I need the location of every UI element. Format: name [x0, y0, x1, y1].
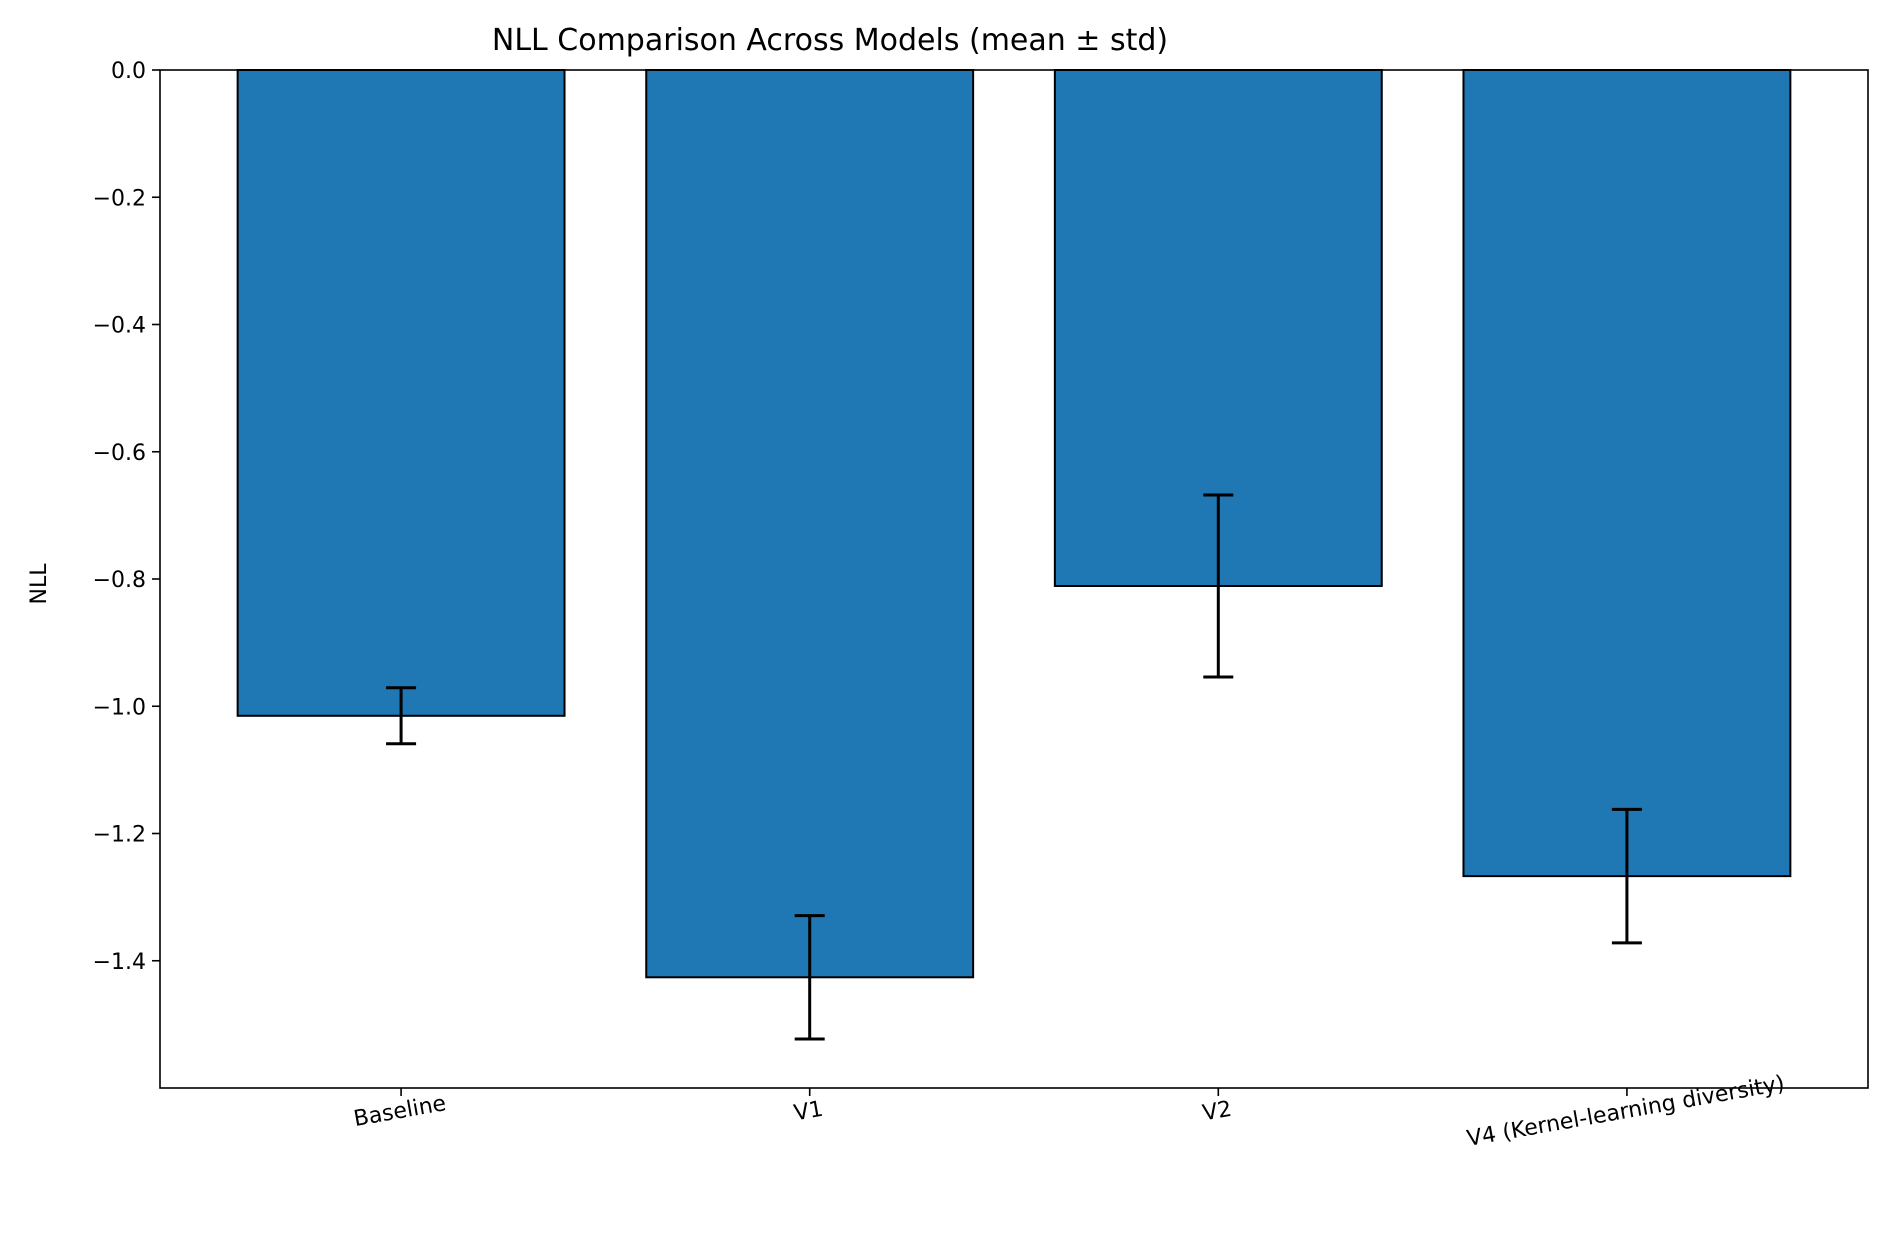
y-tick-label: −1.0 [93, 695, 146, 720]
error-bar [1611, 807, 1642, 945]
bars-layer [236, 69, 1792, 979]
error-bar [794, 914, 825, 1041]
bar [645, 69, 975, 979]
error-bars-layer [386, 493, 1642, 1041]
x-tick-label: Baseline [352, 1091, 448, 1132]
chart-title: NLL Comparison Across Models (mean ± std… [492, 23, 1168, 58]
y-tick-label: −0.2 [93, 186, 146, 211]
x-tick-label: V4 (Kernel-learning diversity) [1465, 1071, 1786, 1152]
y-tick-label: −0.4 [93, 314, 146, 339]
y-axis-ticks: 0.0 −0.2 −0.4 −0.6 −0.8 −1.0 −1.2 −1.4 [93, 59, 160, 975]
y-tick-label: −1.2 [93, 823, 146, 848]
y-tick-label: 0.0 [111, 59, 146, 84]
error-bar [386, 686, 417, 746]
x-axis-ticks: Baseline V1 V2 V4 (Kernel-learning diversit… [352, 1071, 1787, 1152]
y-axis-label: NLL [27, 563, 52, 605]
bar [236, 69, 566, 717]
y-tick-label: −0.8 [93, 568, 146, 593]
y-tick-label: −0.6 [93, 441, 146, 466]
y-tick-label: −1.4 [93, 950, 146, 975]
error-bar [1203, 493, 1234, 679]
bar [1462, 69, 1792, 878]
x-tick-label: V2 [1201, 1097, 1234, 1127]
x-tick-label: V1 [792, 1097, 825, 1127]
